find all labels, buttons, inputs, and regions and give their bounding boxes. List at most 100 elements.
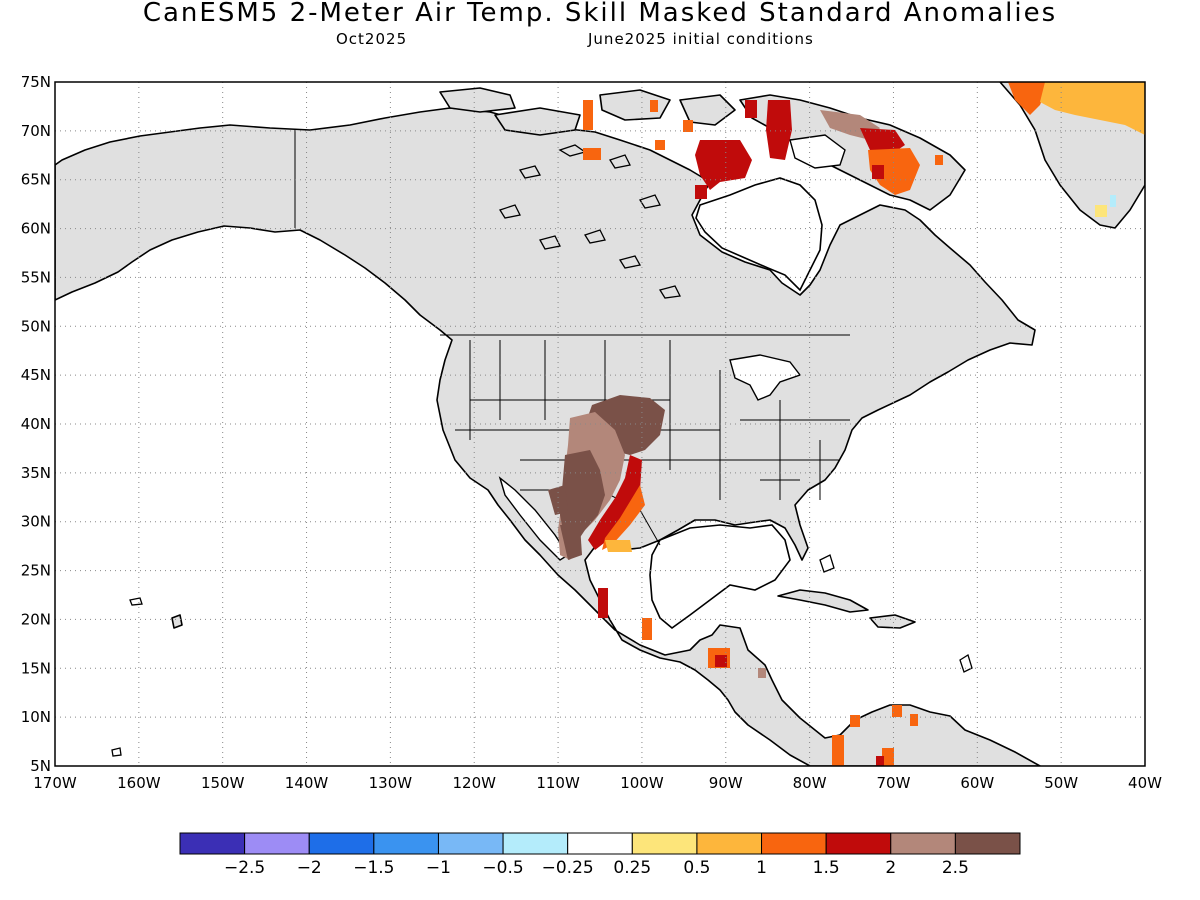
- colorbar-label: −0.25: [542, 858, 594, 878]
- anomaly-patch-central-america: [715, 655, 727, 667]
- plot-frame: [54, 81, 1146, 767]
- target-month-label: Oct2025: [336, 30, 408, 48]
- anomaly-2p5-mexico-north: [560, 450, 605, 545]
- anomaly-patch-mexico: [598, 588, 608, 618]
- colorbar-swatch: [502, 832, 569, 855]
- map-title: CanESM5 2-Meter Air Temp. Skill Masked S…: [142, 0, 1058, 28]
- colorbar-swatch: [696, 832, 763, 855]
- colorbar-swatch: [437, 832, 504, 855]
- lat-tick-label: 15N: [21, 659, 51, 677]
- lat-tick-label: 50N: [21, 317, 51, 335]
- gulf-of-california: [498, 476, 569, 561]
- colorbar-label: −0.5: [482, 858, 523, 878]
- colorbar-label: 1.5: [813, 858, 840, 878]
- lat-tick-label: 45N: [21, 366, 51, 384]
- lat-tick-label: 20N: [21, 610, 51, 628]
- colorbar-label: 0.25: [613, 858, 651, 878]
- colorbar-swatch: [761, 832, 827, 855]
- hispaniola: [869, 614, 916, 629]
- colorbar: −2.5 −2 −1.5 −1 −0.5 −0.25 0.25 0.5 1 1.5 2 2.5: [179, 832, 1021, 878]
- lat-tick-label: 40N: [21, 415, 51, 433]
- anomaly-patch-arctic: [683, 120, 693, 132]
- anomaly-patch-greenland-orange: [1008, 82, 1050, 115]
- anomaly-0p5-1-texas: [605, 540, 632, 552]
- anomaly-patch-south-america: [876, 756, 884, 766]
- anomaly-patch-south-america: [882, 748, 894, 766]
- anomaly-patch-arctic-orange: [868, 148, 920, 195]
- anomaly-patch-central-america: [758, 668, 766, 678]
- hawaii-island: [171, 614, 183, 629]
- lon-tick-label: 160W: [117, 774, 161, 792]
- lon-tick-label: 100W: [620, 774, 664, 792]
- anomaly-patch-arctic: [583, 100, 593, 130]
- anomaly-patches: [548, 82, 1145, 766]
- small-islands: [111, 144, 973, 757]
- great-lakes: [729, 354, 802, 401]
- colorbar-swatch: [179, 832, 246, 855]
- anomaly-patch-greenland-yellow: [1095, 205, 1107, 217]
- anomaly-patch-greenland-cyan: [1110, 195, 1116, 207]
- arctic-island: [494, 107, 581, 136]
- colorbar-label: −2: [297, 858, 322, 878]
- lat-axis: 75N 70N 65N 60N 55N 50N 45N 40N 35N 30N 25N 20N 15N 1…: [21, 73, 51, 775]
- colorbar-label: 2.5: [942, 858, 969, 878]
- lat-tick-label: 60N: [21, 220, 51, 238]
- lon-tick-label: 90W: [709, 774, 743, 792]
- init-conditions-label: June2025 initial conditions: [588, 30, 814, 48]
- arctic-island: [599, 89, 671, 121]
- lat-tick-label: 75N: [21, 73, 51, 91]
- lat-tick-label: 70N: [21, 122, 51, 140]
- anomaly-patch-arctic-red: [695, 140, 752, 190]
- anomaly-patch-south-america: [850, 715, 860, 727]
- arctic-island: [679, 94, 736, 126]
- anomaly-2p5-baja: [548, 485, 568, 515]
- colorbar-label: 2: [885, 858, 896, 878]
- lon-tick-label: 120W: [452, 774, 496, 792]
- cuba: [777, 589, 869, 613]
- lon-tick-label: 50W: [1044, 774, 1078, 792]
- colorbar-label: −1.5: [353, 858, 394, 878]
- lat-tick-label: 10N: [21, 708, 51, 726]
- lat-tick-label: 65N: [21, 171, 51, 189]
- colorbar-label: −2.5: [224, 858, 265, 878]
- anomaly-patch-arctic: [935, 155, 943, 165]
- colorbar-swatch: [890, 832, 956, 855]
- lon-tick-label: 140W: [285, 774, 329, 792]
- anomaly-patch-mexico: [642, 618, 652, 640]
- colorbar-swatch: [631, 832, 698, 855]
- colorbar-swatch: [825, 832, 892, 855]
- lon-tick-label: 130W: [369, 774, 413, 792]
- lat-tick-label: 30N: [21, 513, 51, 531]
- lon-tick-label: 110W: [536, 774, 580, 792]
- colorbar-swatch: [567, 832, 633, 855]
- lon-axis: 170W 160W 150W 140W 130W 120W 110W 100W 90W 80W 70…: [33, 774, 1162, 792]
- colorbar-label: 0.5: [683, 858, 710, 878]
- lon-tick-label: 80W: [793, 774, 827, 792]
- gulf-of-mexico: [649, 524, 791, 630]
- anomaly-1p5-2-texas: [588, 455, 642, 550]
- anomaly-patch-arctic: [650, 100, 658, 112]
- lon-tick-label: 150W: [201, 774, 245, 792]
- colorbar-swatch: [373, 832, 439, 855]
- anomaly-patch-arctic: [872, 165, 884, 179]
- colorbar-label: −1: [426, 858, 451, 878]
- lon-tick-label: 70W: [877, 774, 911, 792]
- lon-tick-label: 60W: [960, 774, 994, 792]
- lon-tick-label: 40W: [1128, 774, 1162, 792]
- anomaly-1-1p5-texas: [602, 485, 645, 550]
- anomaly-patch-south-america: [910, 714, 918, 726]
- hudson-bay: [695, 177, 823, 292]
- lat-tick-label: 25N: [21, 562, 51, 580]
- colorbar-swatch: [954, 832, 1021, 855]
- anomaly-patch-arctic: [695, 185, 707, 199]
- anomaly-patch-greenland-gold: [1040, 82, 1145, 135]
- colorbar-label: 1: [756, 858, 767, 878]
- anomaly-patch-arctic-red: [860, 128, 905, 155]
- anomaly-patch-south-america: [892, 705, 902, 717]
- anomaly-patch-south-america: [832, 735, 844, 766]
- anomaly-patch-arctic: [583, 148, 601, 160]
- anomaly-2p5-mexico-west: [560, 525, 582, 560]
- anomaly-patch-arctic: [655, 140, 665, 150]
- map-grid: [55, 82, 1145, 766]
- foxe-basin: [789, 134, 846, 169]
